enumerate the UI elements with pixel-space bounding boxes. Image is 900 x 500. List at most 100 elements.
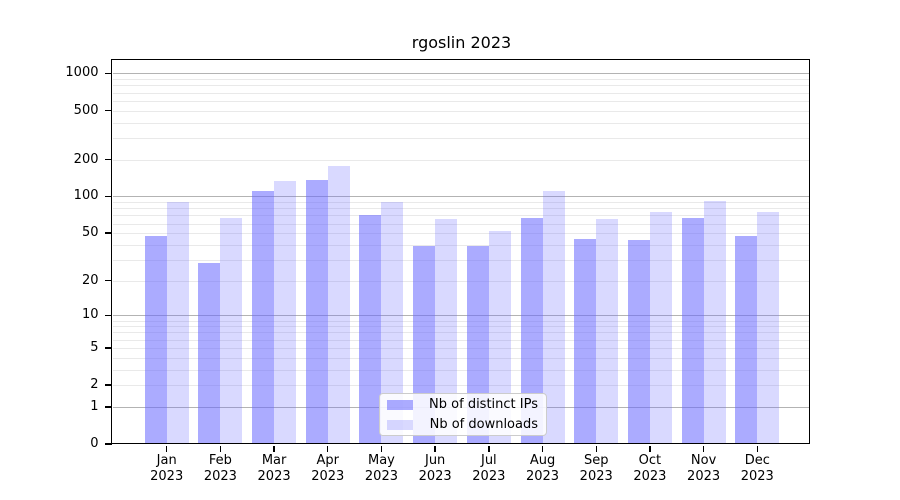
grid-line <box>113 233 810 235</box>
legend-swatch-distinct-ips <box>387 399 413 410</box>
grid-line <box>113 315 810 317</box>
bar-downloads-oct <box>649 211 672 444</box>
y-tick-mark <box>104 232 112 234</box>
grid-line <box>113 332 810 334</box>
grid-line <box>113 85 810 87</box>
x-tick-label: Jul 2023 <box>472 453 506 484</box>
y-tick-label: 0 <box>90 436 99 451</box>
grid-line <box>113 159 810 161</box>
bar-distinct-ips-dec <box>735 236 758 444</box>
x-tick-label: Aug 2023 <box>525 453 560 484</box>
legend-label-downloads: Nb of downloads <box>429 417 538 432</box>
x-tick-label: Nov 2023 <box>687 453 721 484</box>
legend-row-distinct-ips: Nb of distinct IPs <box>380 396 546 413</box>
bar-downloads-nov <box>703 200 726 444</box>
grid-line <box>113 339 810 341</box>
bar-downloads-may <box>381 202 404 444</box>
grid-line <box>113 110 810 112</box>
bar-downloads-aug <box>542 190 565 444</box>
grid-line <box>113 385 810 387</box>
y-tick-mark <box>104 384 112 386</box>
bar-downloads-mar <box>274 180 297 444</box>
y-tick-mark <box>104 72 112 75</box>
x-tick-mark <box>756 445 758 452</box>
grid-line <box>113 326 810 328</box>
grid-line <box>113 357 810 359</box>
legend-label-distinct-ips: Nb of distinct IPs <box>429 397 538 412</box>
legend-swatch-downloads <box>387 419 413 430</box>
y-tick-mark <box>104 314 112 317</box>
x-tick-mark <box>595 445 597 452</box>
chart-title: rgoslin 2023 <box>411 33 512 52</box>
y-tick-mark <box>104 195 112 198</box>
bar-distinct-ips-nov <box>681 217 704 444</box>
grid-line <box>113 202 810 204</box>
x-tick-mark <box>434 445 436 452</box>
y-tick-label: 10 <box>81 307 99 323</box>
y-tick-mark <box>104 280 112 282</box>
grid-line <box>113 259 810 261</box>
bar-distinct-ips-may <box>359 215 382 444</box>
y-tick-label: 100 <box>73 188 99 204</box>
y-tick-mark <box>104 158 112 161</box>
grid-line <box>113 100 810 102</box>
x-tick-label: Jan 2023 <box>150 453 184 484</box>
x-tick-mark <box>327 445 329 452</box>
legend: Nb of distinct IPs Nb of downloads <box>379 393 547 436</box>
x-tick-label: Apr 2023 <box>311 453 345 484</box>
x-tick-mark <box>166 445 168 452</box>
x-tick-mark <box>541 445 544 452</box>
y-tick-label: 1 <box>90 398 99 414</box>
y-tick-mark <box>104 109 112 112</box>
bar-downloads-apr <box>327 165 350 444</box>
bar-downloads-jun <box>435 219 458 444</box>
y-tick-label: 2 <box>90 377 99 393</box>
grid-line <box>113 320 810 322</box>
x-tick-label: Feb 2023 <box>203 453 237 484</box>
grid-line <box>113 196 810 198</box>
x-tick-mark <box>488 445 490 452</box>
y-tick-mark <box>104 347 112 349</box>
bar-distinct-ips-feb <box>198 263 221 444</box>
y-tick-label: 500 <box>73 102 99 118</box>
legend-row-downloads: Nb of downloads <box>380 416 546 433</box>
bar-downloads-jul <box>488 231 511 444</box>
x-tick-label: Sep 2023 <box>579 453 613 484</box>
x-tick-label: Oct 2023 <box>633 453 667 484</box>
grid-line <box>113 215 810 217</box>
grid-line <box>113 73 810 75</box>
bar-distinct-ips-sep <box>574 238 597 444</box>
grid-line <box>113 369 810 371</box>
y-tick-label: 1000 <box>65 65 99 81</box>
x-tick-mark <box>273 445 275 452</box>
bar-distinct-ips-jan <box>144 236 167 444</box>
grid-line <box>113 223 810 225</box>
x-tick-mark <box>380 445 383 452</box>
grid-line <box>113 92 810 94</box>
x-tick-mark <box>702 445 705 452</box>
grid-line <box>113 137 810 139</box>
bar-distinct-ips-oct <box>627 239 650 444</box>
y-tick-label: 200 <box>73 151 99 167</box>
y-tick-mark <box>104 406 112 408</box>
grid-line <box>113 244 810 246</box>
grid-line <box>113 280 810 282</box>
y-tick-label: 20 <box>81 272 99 288</box>
x-tick-label: Jun 2023 <box>418 453 452 484</box>
y-tick-mark <box>104 443 112 445</box>
x-tick-label: May 2023 <box>364 453 398 484</box>
bar-downloads-feb <box>220 218 243 444</box>
y-tick-label: 50 <box>81 225 99 241</box>
x-tick-mark <box>649 445 651 452</box>
bar-downloads-dec <box>757 212 780 444</box>
x-tick-label: Dec 2023 <box>740 453 774 484</box>
grid-line <box>113 79 810 81</box>
x-tick-label: Mar 2023 <box>257 453 291 484</box>
grid-line <box>113 208 810 210</box>
bar-distinct-ips-aug <box>520 217 543 444</box>
grid-line <box>113 347 810 349</box>
bar-distinct-ips-mar <box>252 190 275 444</box>
bar-distinct-ips-apr <box>305 179 328 444</box>
bar-downloads-sep <box>596 219 619 444</box>
